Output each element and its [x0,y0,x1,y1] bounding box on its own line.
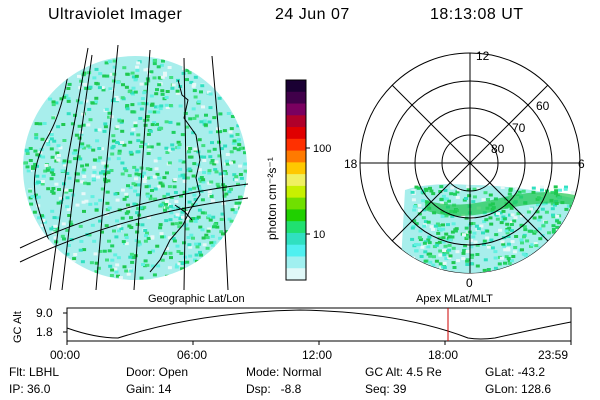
color-scale-bar [285,79,307,281]
colorbar-segment [286,221,306,234]
altitude-xtick-1800: 18:00 [428,348,459,362]
geographic-image [19,44,249,291]
colorbar-segment [286,174,306,187]
altitude-ylabel-box: GC Alt [12,305,26,343]
polar-mlat-mlt-plot: 12 18 6 0 60 70 80 [344,49,585,290]
lat-label-80: 80 [491,142,505,156]
lat-lon-grid [19,44,249,291]
colorbar-segment [286,244,306,258]
mlt-label-6: 6 [578,157,585,171]
colorbar-segment [286,127,306,140]
altitude-curve [66,309,572,340]
lat-label-60: 60 [536,99,550,113]
colorbar-label-100: 100 [313,143,331,155]
colorbar-segment [286,91,306,105]
info-gain: Gain: 14 [126,382,172,396]
colorbar-segment [286,80,306,93]
altitude-ylabel: GC Alt [12,311,24,343]
colorbar-segment [286,232,306,246]
colorbar-segment [286,150,306,163]
info-dsp: Dsp: -8.8 [246,382,302,396]
colorbar-segment [286,138,306,152]
apex-caption: Apex MLat/MLT [416,293,493,305]
info-gc-alt: GC Alt: 4.5 Re [365,365,442,379]
colorbar-segment [286,115,306,128]
colorbar-segment [286,256,306,269]
info-seq: Seq: 39 [365,382,407,396]
altitude-xtick-0600: 06:00 [177,348,208,362]
altitude-xtick-1200: 12:00 [302,348,333,362]
mlt-label-0: 0 [466,276,473,290]
info-door: Door: Open [126,365,189,379]
mlt-label-12: 12 [476,49,490,63]
colorbar-segment [286,209,306,222]
info-glon: GLon: 128.6 [485,382,552,396]
info-ip: IP: 36.0 [9,382,51,396]
colorbar-segment [286,268,306,281]
colorbar-segment [286,162,306,175]
instrument-title: Ultraviolet Imager [48,6,183,23]
altitude-ytick-high: 9.0 [36,306,53,320]
mlt-label-18: 18 [344,157,358,171]
colorbar-segment [286,103,306,116]
lat-label-70: 70 [512,121,526,135]
info-flt: Flt: LBHL [9,365,60,379]
date-label: 24 Jun 07 [275,6,350,23]
info-mode: Mode: Normal [246,365,322,379]
colorbar-segment [286,185,306,199]
colorbar-unit-label: photon cm⁻²s⁻¹ [265,157,279,240]
altitude-xtick-0000: 00:00 [50,348,81,362]
geographic-caption: Geographic Lat/Lon [148,293,245,305]
time-label: 18:13:08 UT [430,6,524,23]
aurora-emission [23,59,247,280]
colorbar-segment [286,197,306,211]
altitude-xtick-2359: 23:59 [538,348,569,362]
altitude-ytick-low: 1.8 [36,325,53,339]
info-glat: GLat: -43.2 [485,365,546,379]
altitude-plot [63,307,572,345]
colorbar-label-10: 10 [313,229,325,241]
